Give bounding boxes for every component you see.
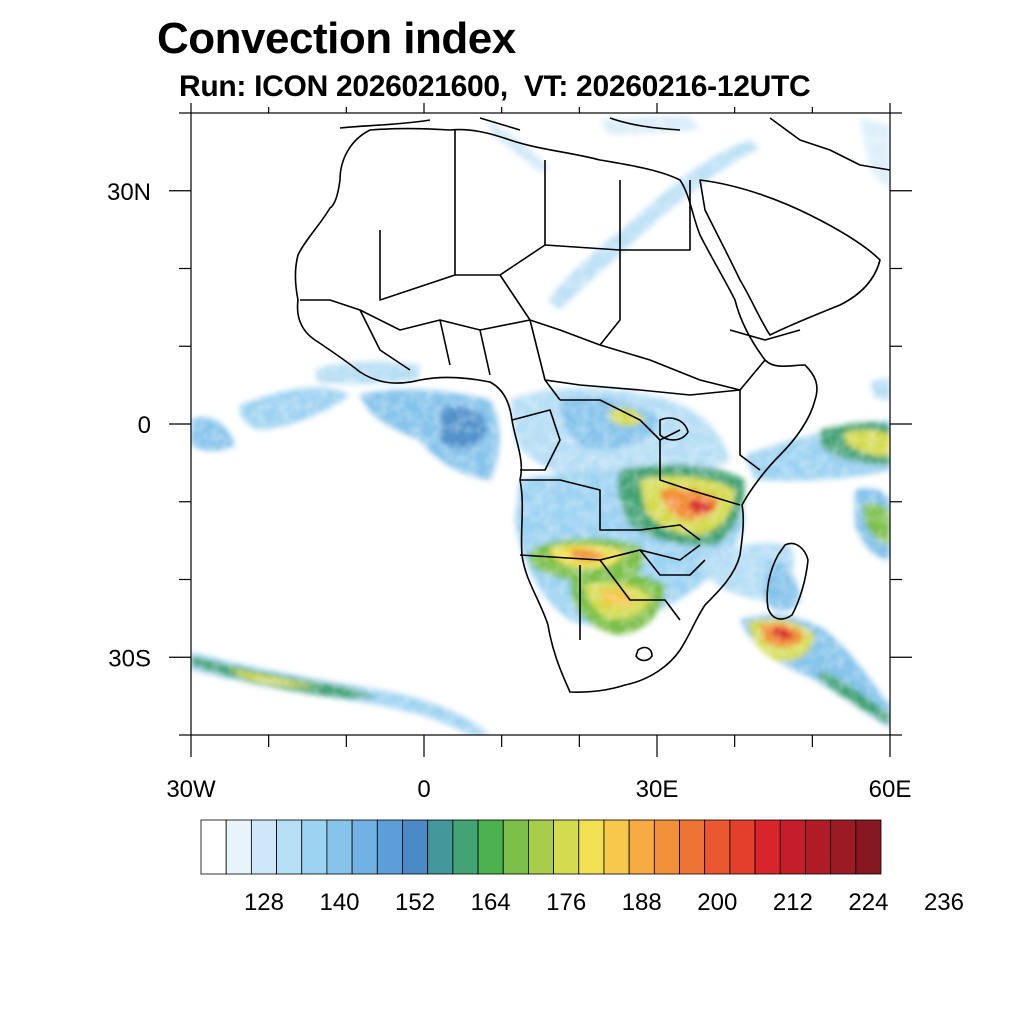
lon-tick-label: 30W — [166, 776, 216, 800]
chart-title: Convection index — [157, 14, 516, 63]
lon-tick-label: 60E — [869, 776, 912, 800]
colorbar-box — [754, 819, 781, 875]
colorbar-box — [276, 819, 303, 875]
coastline-borders — [294, 117, 890, 693]
longitude-ticks: 30W 0 30E 60E — [166, 103, 911, 800]
colorbar-box — [628, 819, 655, 875]
colorbar-box — [301, 819, 328, 875]
colorbar-label: 128 — [244, 889, 284, 916]
colorbar-label: 188 — [622, 889, 662, 916]
colorbar-box — [376, 819, 403, 875]
colorbar-box — [225, 819, 252, 875]
colorbar-box — [477, 819, 504, 875]
colorbar-box — [326, 819, 353, 875]
latitude-ticks: 30N 0 30S — [107, 112, 912, 736]
colorbar-box — [779, 819, 806, 875]
colorbar-box — [427, 819, 454, 875]
colorbar-box — [603, 819, 630, 875]
colorbar-boxes — [200, 819, 882, 875]
colorbar-box — [805, 819, 832, 875]
colorbar-box — [452, 819, 479, 875]
colorbar-label: 200 — [697, 889, 737, 916]
colorbar-box — [402, 819, 429, 875]
colorbar-box — [553, 819, 580, 875]
colorbar-box — [578, 819, 605, 875]
lon-tick-label: 30E — [636, 776, 679, 800]
colorbar-label: 140 — [319, 889, 359, 916]
colorbar-box — [351, 819, 378, 875]
colorbar-label: 212 — [773, 889, 813, 916]
colorbar-label: 164 — [471, 889, 511, 916]
colorbar-box — [200, 819, 227, 875]
lon-tick-label: 0 — [417, 776, 430, 800]
colorbar-box — [679, 819, 706, 875]
colorbar-label: 152 — [395, 889, 435, 916]
colorbar-labels: 128 140 152 164 176 188 200 212 224 236 — [244, 889, 964, 916]
colorbar-box — [830, 819, 857, 875]
colorbar-box — [653, 819, 680, 875]
map-panel: 30W 0 30E 60E 30N 0 30S — [107, 103, 912, 800]
lat-tick-label: 30S — [108, 645, 151, 672]
colorbar-box — [250, 819, 277, 875]
colorbar-box — [502, 819, 529, 875]
lat-tick-label: 0 — [138, 412, 151, 439]
colorbar-box — [855, 819, 882, 875]
colorbar-label: 176 — [546, 889, 586, 916]
colorbar-box — [704, 819, 731, 875]
colorbar-label: 224 — [848, 889, 888, 916]
convection-field — [191, 113, 890, 735]
colorbar-label: 236 — [924, 889, 964, 916]
chart-subtitle: Run: ICON 2026021600, VT: 20260216-12UTC — [179, 70, 811, 103]
lat-tick-label: 30N — [107, 179, 151, 206]
colorbar-box — [528, 819, 554, 875]
colorbar-box — [729, 819, 756, 875]
